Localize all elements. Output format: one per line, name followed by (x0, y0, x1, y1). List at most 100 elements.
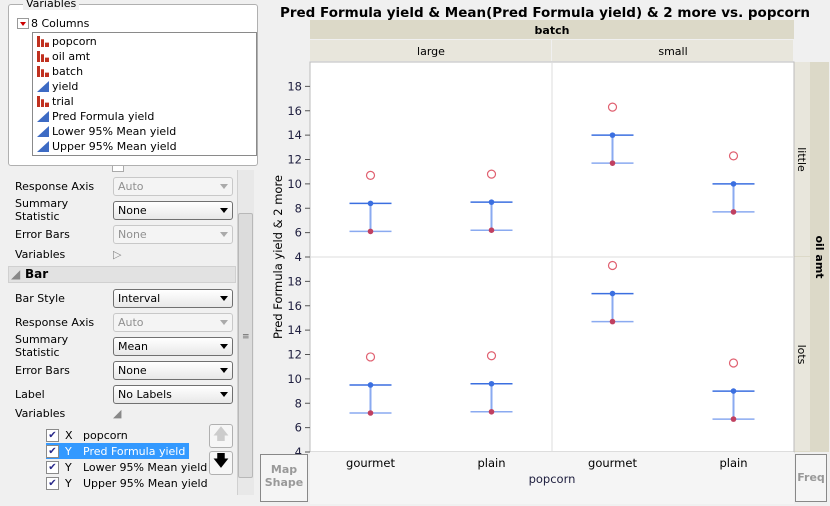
points-response-axis: Response Axis Auto (15, 176, 235, 196)
checkbox-cut[interactable] (112, 166, 124, 172)
continuous-column-icon (37, 141, 49, 152)
checkbox[interactable]: ✔ (46, 460, 59, 474)
label: Error Bars (15, 363, 70, 377)
continuous-column-icon (37, 111, 49, 122)
y-tick-label: 8 (295, 396, 302, 410)
value: No Labels (118, 387, 172, 401)
nominal-column-icon (37, 96, 49, 107)
move-up-button[interactable]: 🡅 (209, 424, 233, 448)
group-x-level: small (658, 45, 687, 58)
column-name: Upper 95% Mean yield (52, 140, 177, 153)
column-item[interactable]: Lower 95% Mean yield (37, 124, 252, 139)
error-bars-select[interactable]: None (113, 360, 233, 380)
column-name: yield (52, 80, 79, 93)
value: None (118, 227, 147, 241)
column-item[interactable]: oil amt (37, 49, 252, 64)
label: Bar Style (15, 291, 65, 305)
column-item[interactable]: batch (37, 64, 252, 79)
label-select[interactable]: No Labels (113, 384, 233, 404)
summary-statistic-select[interactable]: Mean (113, 336, 233, 356)
lower-point (488, 227, 495, 233)
freq-drop-zone[interactable]: Freq (795, 454, 827, 502)
label: Response Axis (15, 179, 95, 193)
value: None (118, 363, 147, 377)
label: Label (15, 387, 45, 401)
y-tick-label: 14 (287, 323, 302, 337)
response-axis-select[interactable]: Auto (113, 312, 233, 332)
lower-point (367, 228, 374, 235)
column-item[interactable]: yield (37, 79, 252, 94)
bar-style-select[interactable]: Interval (113, 288, 233, 308)
bar-variable-item[interactable]: ✔ Y Lower 95% Mean yield (46, 459, 211, 475)
upper-point (730, 388, 737, 394)
pred-point (728, 358, 739, 368)
column-item[interactable]: Upper 95% Mean yield (37, 139, 252, 154)
upper-point (609, 132, 616, 138)
checkbox[interactable]: ✔ (46, 476, 59, 490)
y-tick-label: 16 (287, 299, 302, 313)
y-tick-label: 6 (295, 421, 302, 435)
pred-point (486, 169, 497, 179)
map-shape-drop-zone[interactable]: Map Shape (260, 454, 308, 502)
variables-panel: Variables 8 Columns popcorn oil amt batch y… (8, 0, 258, 166)
x-axis-label: popcorn (529, 472, 576, 486)
upper-point (488, 380, 495, 387)
red-triangle-menu-icon[interactable] (17, 18, 29, 29)
nominal-column-icon (37, 36, 49, 47)
label: Variables (15, 406, 66, 420)
variable-name: Upper 95% Mean yield (83, 476, 208, 490)
continuous-column-icon (37, 81, 49, 92)
column-item[interactable]: Pred Formula yield (37, 109, 252, 124)
checkbox[interactable]: ✔ (46, 444, 59, 458)
column-item[interactable]: trial (37, 94, 252, 109)
bar-style: Bar Style Interval (15, 288, 235, 308)
column-name: Lower 95% Mean yield (52, 125, 177, 138)
group-x-level-header (310, 40, 551, 61)
chevron-down-icon (220, 183, 228, 189)
label: Summary Statistic (15, 197, 69, 223)
bar-variable-item[interactable]: ✔ Y Upper 95% Mean yield (46, 475, 212, 491)
column-name: Pred Formula yield (52, 110, 155, 123)
summary-statistic-select[interactable]: None (113, 200, 233, 220)
chart: batch large small little lots oil amt 4 6 8 10 12 1… (271, 20, 829, 504)
group-y-level-header (794, 257, 810, 451)
pred-point (486, 351, 497, 361)
group-y-level: little (795, 147, 808, 172)
collapse-triangle-icon[interactable]: ◢ (11, 267, 21, 281)
chevron-down-icon (220, 391, 228, 397)
scrollbar-thumb[interactable]: ≡ (238, 213, 253, 478)
checkbox[interactable]: ✔ (46, 428, 59, 442)
group-x-level: large (417, 45, 445, 58)
points-summary-statistic: Summary Statistic None (15, 197, 235, 223)
y-tick-label: 12 (287, 348, 302, 362)
chevron-down-icon (220, 295, 228, 301)
bar-response-axis: Response Axis Auto (15, 312, 235, 332)
columns-count: 8 Columns (31, 17, 90, 30)
y-tick-label: 16 (287, 104, 302, 118)
bar-label: Label No Labels (15, 384, 235, 404)
role: Y (65, 476, 72, 490)
variable-name: Pred Formula yield (83, 444, 186, 458)
column-item[interactable]: popcorn (37, 34, 252, 49)
expand-triangle-icon[interactable]: ▷ (113, 247, 122, 261)
points-variables: Variables ▷ (15, 244, 235, 264)
bar-section-header[interactable]: ◢ Bar (8, 266, 236, 283)
columns-header[interactable]: 8 Columns (17, 17, 89, 30)
bar-variables: Variables ◢ (15, 403, 235, 423)
label: Summary Statistic (15, 333, 69, 359)
column-name: oil amt (52, 50, 91, 63)
error-bars-select[interactable]: None (113, 224, 233, 244)
response-axis-select[interactable]: Auto (113, 176, 233, 196)
column-list[interactable]: popcorn oil amt batch yield trial Pred Formul… (32, 32, 257, 156)
x-tick-label: gourmet (346, 456, 395, 470)
chevron-down-icon (220, 319, 228, 325)
bar-variable-item[interactable]: ✔ Y Pred Formula yield (46, 443, 190, 459)
pred-point (607, 260, 618, 271)
collapse-triangle-icon[interactable]: ◢ (113, 406, 122, 420)
continuous-column-icon (37, 126, 49, 137)
role: Y (65, 444, 72, 458)
lower-point (488, 408, 495, 415)
y-tick-label: 14 (287, 128, 302, 142)
move-down-button[interactable]: 🡇 (209, 451, 233, 475)
